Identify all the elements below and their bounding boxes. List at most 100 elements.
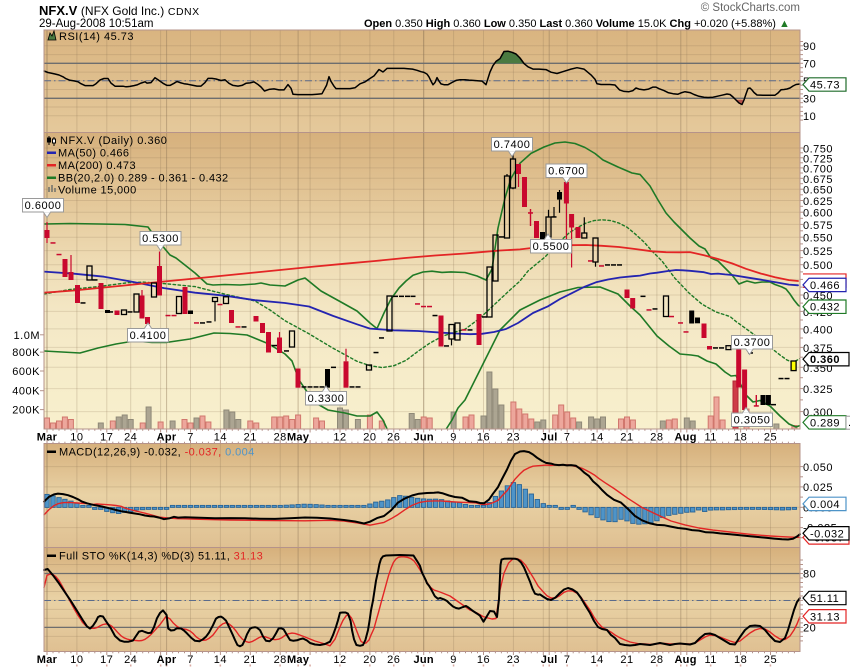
svg-text:24: 24: [124, 654, 137, 666]
svg-text:.0: .0: [848, 417, 850, 429]
svg-text:0.600: 0.600: [803, 208, 833, 220]
svg-text:9: 9: [450, 654, 457, 666]
svg-text:12: 12: [333, 432, 346, 444]
svg-text:18: 18: [734, 654, 747, 666]
svg-text:28: 28: [650, 432, 663, 444]
svg-text:0.289: 0.289: [810, 417, 840, 429]
svg-text:0.625: 0.625: [803, 196, 833, 208]
svg-text:20: 20: [363, 654, 376, 666]
svg-text:0.3050: 0.3050: [734, 415, 771, 427]
svg-text:26: 26: [387, 654, 400, 666]
svg-text:7: 7: [187, 654, 194, 666]
svg-text:20: 20: [363, 432, 376, 444]
svg-text:400K: 400K: [12, 386, 40, 398]
svg-text:25: 25: [764, 654, 777, 666]
svg-text:May: May: [287, 654, 310, 666]
svg-text:0.750: 0.750: [803, 144, 833, 156]
svg-text:Jul: Jul: [541, 654, 558, 666]
svg-text:Apr: Apr: [157, 654, 177, 666]
svg-text:17: 17: [100, 432, 113, 444]
svg-text:7: 7: [564, 654, 571, 666]
svg-text:0.7400: 0.7400: [494, 139, 531, 151]
svg-text:0.466: 0.466: [810, 280, 840, 292]
svg-text:RSI(14) 45.73: RSI(14) 45.73: [59, 31, 134, 43]
svg-text:May: May: [287, 432, 310, 444]
svg-text:11: 11: [704, 654, 716, 666]
svg-text:0.360: 0.360: [810, 354, 840, 366]
svg-text:0.500: 0.500: [803, 260, 833, 272]
svg-text:0.432: 0.432: [810, 302, 840, 314]
svg-text:Full STO %K(14,3) %D(3) 51.11,: Full STO %K(14,3) %D(3) 51.11, 31.13: [59, 551, 263, 563]
svg-text:90: 90: [803, 41, 816, 53]
svg-text:30: 30: [803, 93, 816, 105]
svg-text:0.6700: 0.6700: [548, 166, 585, 178]
svg-text:0.400: 0.400: [803, 324, 833, 336]
svg-text:Mar: Mar: [37, 654, 58, 666]
svg-text:MA(200) 0.473: MA(200) 0.473: [58, 160, 136, 172]
svg-text:Aug: Aug: [674, 432, 696, 444]
svg-text:12: 12: [333, 654, 346, 666]
svg-text:80: 80: [803, 569, 816, 581]
svg-text:45.73: 45.73: [810, 80, 840, 92]
svg-text:0.675: 0.675: [803, 174, 833, 186]
svg-text:10: 10: [70, 432, 83, 444]
svg-text:14: 14: [590, 432, 603, 444]
svg-text:0.4100: 0.4100: [130, 330, 167, 342]
svg-text:28: 28: [650, 654, 663, 666]
svg-text:20: 20: [803, 622, 816, 634]
svg-text:-0.032: -0.032: [810, 528, 844, 540]
svg-text:16: 16: [477, 432, 490, 444]
svg-text:Aug: Aug: [674, 654, 696, 666]
svg-text:BB(20,2.0) 0.289 - 0.361 - 0.4: BB(20,2.0) 0.289 - 0.361 - 0.432: [58, 173, 229, 185]
svg-text:600K: 600K: [12, 366, 40, 378]
svg-text:16: 16: [477, 654, 490, 666]
svg-text:0.6000: 0.6000: [25, 200, 62, 212]
svg-text:23: 23: [507, 432, 520, 444]
svg-text:26: 26: [387, 432, 400, 444]
svg-text:MA(50) 0.466: MA(50) 0.466: [58, 148, 129, 160]
svg-text:21: 21: [620, 432, 633, 444]
svg-text:9: 9: [450, 432, 457, 444]
svg-text:0.3300: 0.3300: [308, 393, 345, 405]
svg-text:51.11: 51.11: [810, 593, 839, 605]
svg-text:14: 14: [214, 654, 227, 666]
svg-text:0.325: 0.325: [803, 384, 833, 396]
svg-text:MACD(12,26,9) -0.032, -0.037,: MACD(12,26,9) -0.032, -0.037, 0.004: [59, 447, 255, 459]
svg-text:1.0M: 1.0M: [14, 330, 40, 342]
svg-text:NFX.V (Daily) 0.360: NFX.V (Daily) 0.360: [60, 135, 167, 147]
svg-text:0.5300: 0.5300: [142, 233, 179, 245]
svg-text:21: 21: [244, 654, 257, 666]
svg-text:Jul: Jul: [541, 432, 558, 444]
svg-text:800K: 800K: [12, 347, 40, 359]
svg-text:10: 10: [803, 111, 816, 123]
svg-text:0.050: 0.050: [803, 462, 833, 474]
svg-text:7: 7: [564, 432, 571, 444]
svg-text:0.550: 0.550: [803, 233, 833, 245]
svg-text:200K: 200K: [12, 405, 40, 417]
svg-text:31.13: 31.13: [810, 611, 840, 623]
svg-text:28: 28: [274, 654, 287, 666]
svg-text:24: 24: [124, 432, 137, 444]
svg-text:21: 21: [244, 432, 257, 444]
svg-text:Jun: Jun: [413, 654, 433, 666]
svg-text:21: 21: [620, 654, 633, 666]
svg-text:28: 28: [274, 432, 287, 444]
svg-text:10: 10: [70, 654, 83, 666]
svg-text:23: 23: [507, 654, 520, 666]
svg-text:0.700: 0.700: [803, 163, 833, 175]
svg-text:Jun: Jun: [413, 432, 433, 444]
svg-text:17: 17: [100, 654, 113, 666]
svg-text:Volume 15,000: Volume 15,000: [58, 185, 137, 197]
svg-text:0.025: 0.025: [803, 482, 833, 494]
svg-text:7: 7: [187, 432, 194, 444]
svg-text:11: 11: [704, 432, 716, 444]
svg-text:0.650: 0.650: [803, 185, 833, 197]
svg-text:14: 14: [590, 654, 603, 666]
svg-text:Mar: Mar: [37, 432, 58, 444]
svg-text:0.725: 0.725: [803, 153, 833, 165]
svg-text:70: 70: [803, 58, 816, 70]
svg-text:0.575: 0.575: [803, 220, 833, 232]
svg-text:14: 14: [214, 432, 227, 444]
svg-text:18: 18: [734, 432, 747, 444]
svg-text:25: 25: [764, 432, 777, 444]
